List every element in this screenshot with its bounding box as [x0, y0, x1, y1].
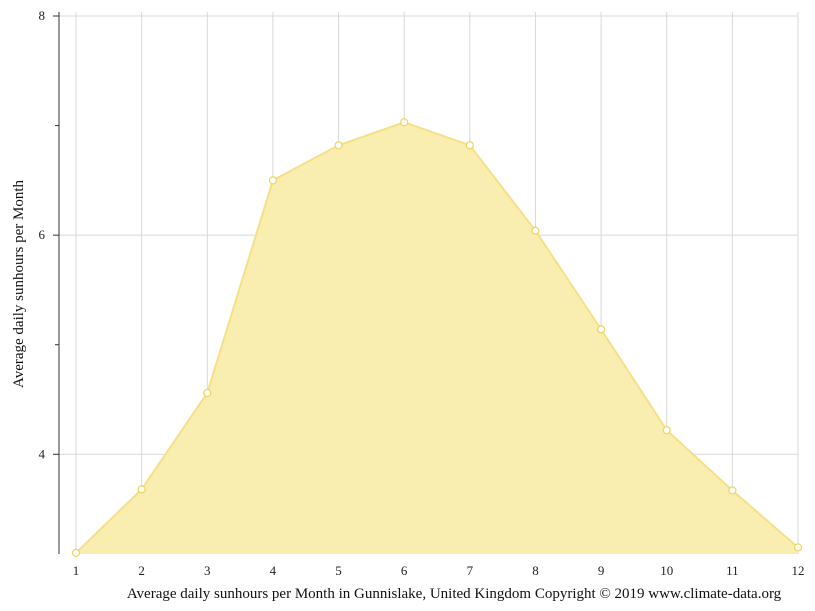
x-tick-label: 11: [726, 563, 739, 578]
data-points: [71, 118, 803, 558]
x-tick-label: 2: [138, 563, 145, 578]
x-tick-label: 9: [598, 563, 605, 578]
data-point: [203, 388, 212, 398]
chart-caption: Average daily sunhours per Month in Gunn…: [127, 586, 782, 602]
data-point: [334, 141, 343, 150]
data-point: [268, 176, 278, 185]
data-point: [137, 485, 146, 494]
y-tick-label: 4: [39, 446, 46, 461]
axes: [53, 12, 60, 554]
x-tick-label: 8: [532, 563, 539, 578]
x-tick-label: 5: [335, 563, 342, 578]
x-tick-label: 10: [660, 563, 673, 578]
x-tick-label: 6: [401, 563, 408, 578]
x-tick-label: 7: [467, 563, 474, 578]
x-tick-label: 1: [73, 563, 80, 578]
data-point: [531, 226, 540, 235]
data-point: [662, 426, 671, 435]
area-layer: [75, 121, 799, 555]
y-axis-title: Average daily sunhours per Month: [11, 180, 27, 389]
area-fill: [76, 122, 798, 555]
y-tick-label: 8: [39, 8, 46, 23]
data-point: [793, 543, 803, 552]
data-point: [596, 325, 606, 334]
x-tick-label: 3: [204, 563, 211, 578]
data-point: [400, 118, 409, 127]
series-line: [75, 121, 799, 554]
data-point: [71, 548, 81, 558]
x-tick-label: 4: [270, 563, 277, 578]
data-point: [728, 486, 737, 495]
x-tick-label: 12: [792, 563, 805, 578]
data-point: [465, 141, 474, 150]
y-tick-label: 6: [39, 227, 46, 242]
